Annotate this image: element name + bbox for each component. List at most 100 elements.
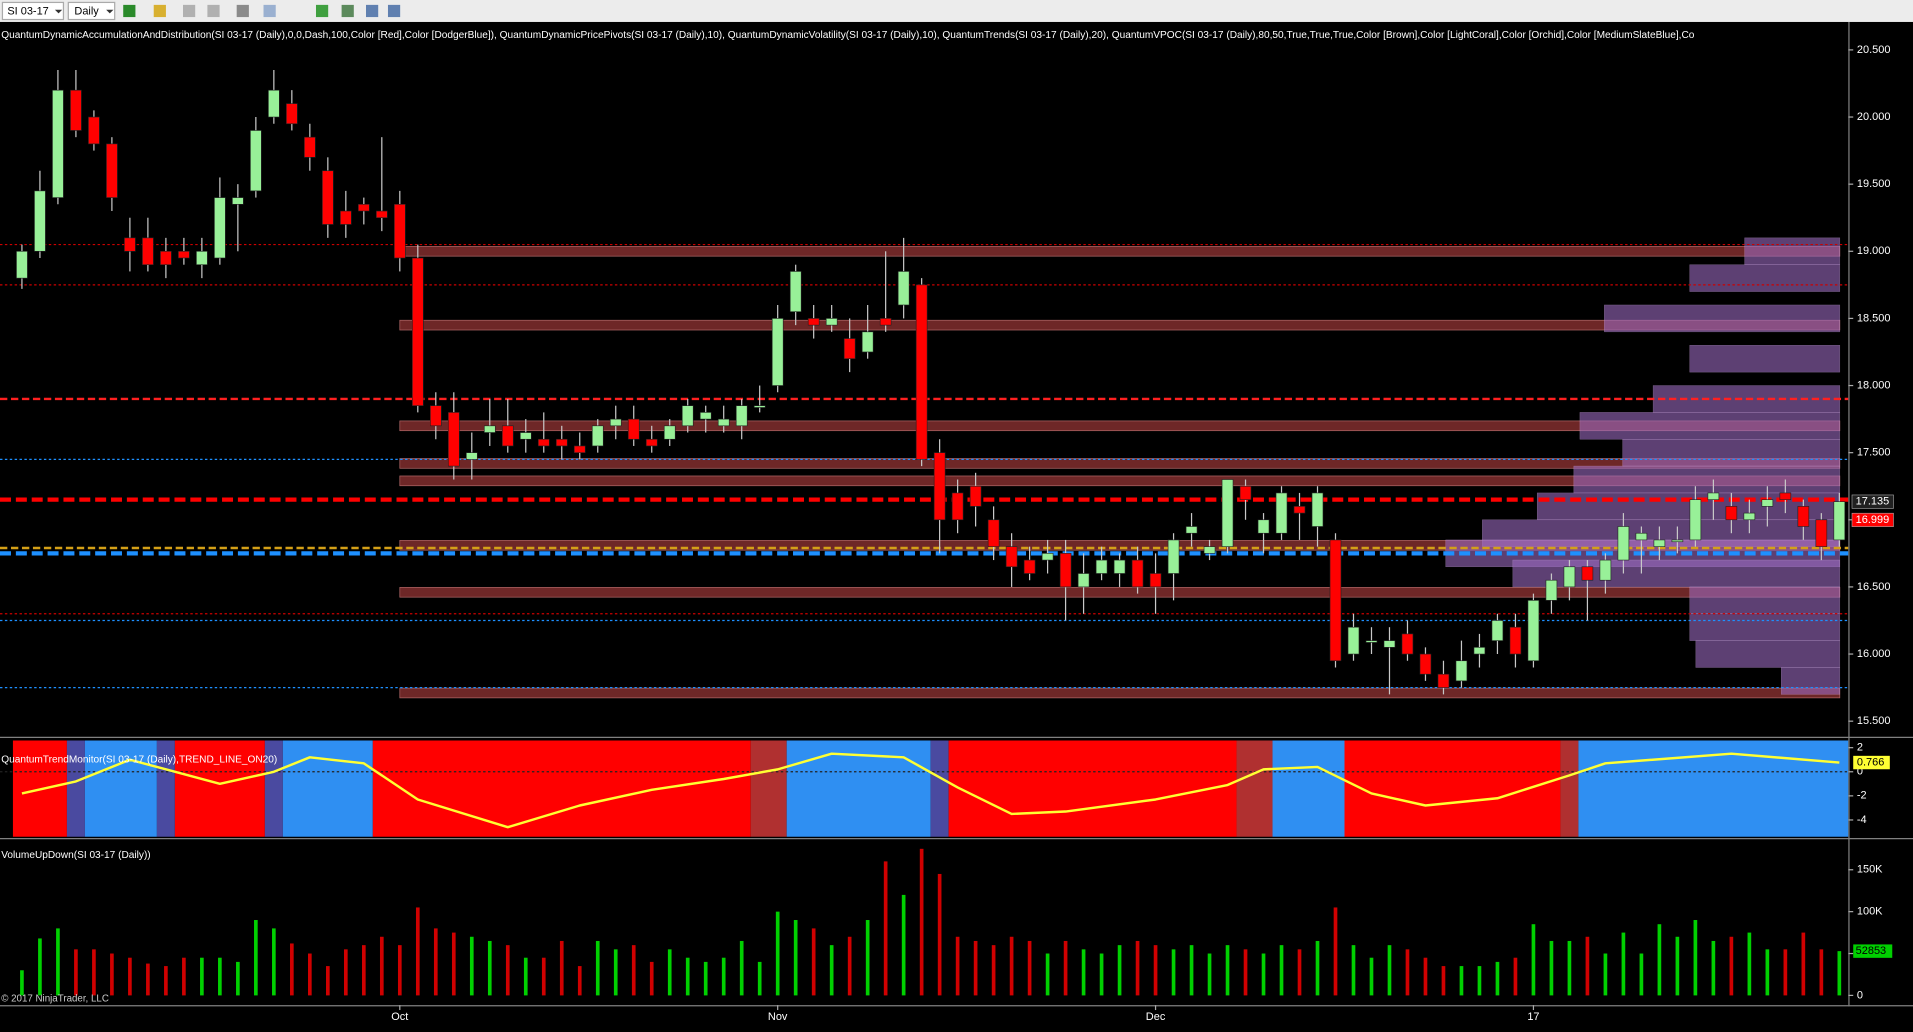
candle-body <box>1275 492 1288 534</box>
indicator-icon[interactable] <box>315 4 329 18</box>
candle-body <box>376 210 388 219</box>
volume-bar <box>613 949 618 996</box>
candle-body <box>555 438 568 447</box>
candle-body <box>430 405 442 427</box>
price-marker-box <box>1851 494 1894 509</box>
volume-bar <box>703 961 708 996</box>
last-volume-box <box>1853 944 1893 958</box>
period-select[interactable] <box>67 1 116 21</box>
volume-bar <box>146 963 150 996</box>
volume-bar <box>1027 940 1032 996</box>
volume-bar <box>1567 940 1572 996</box>
volume-bar <box>1801 932 1806 996</box>
search-icon[interactable] <box>263 4 276 18</box>
pivot-zone <box>399 246 1841 257</box>
zoom-icon[interactable] <box>183 4 196 18</box>
candle-body <box>699 412 712 420</box>
volume-bar <box>272 928 276 996</box>
candle-body <box>106 143 118 198</box>
volume-bar <box>1135 940 1140 996</box>
volume-bar <box>308 953 312 996</box>
properties-icon[interactable] <box>366 4 379 18</box>
volume-bar <box>1783 949 1788 996</box>
volume-bar <box>1657 924 1662 996</box>
volume-bar <box>451 932 456 996</box>
candle-body <box>861 331 874 353</box>
copyright: © 2017 NinjaTrader, LLC <box>1 994 109 1005</box>
candle-body <box>1365 640 1378 643</box>
volume-bar <box>1441 966 1446 996</box>
candle-body <box>1185 526 1198 534</box>
zoom-out-icon[interactable] <box>207 4 220 18</box>
volume-bar <box>559 940 564 996</box>
candle-body <box>879 318 892 326</box>
volume-bar <box>379 936 384 996</box>
last-value-label: 0.766 <box>1857 756 1884 768</box>
volume-bar <box>1297 949 1302 996</box>
candle-body <box>1545 579 1558 601</box>
volume-bar <box>56 928 60 996</box>
volume-bar <box>469 936 474 996</box>
y-tick-label: 15.500 <box>1857 715 1891 727</box>
volume-bar <box>20 970 24 996</box>
volume-bar <box>164 966 168 996</box>
volume-bar <box>631 945 636 996</box>
candle-body <box>196 250 208 266</box>
price-panel <box>0 70 1849 699</box>
candle-body <box>1077 573 1090 588</box>
candle-body <box>1239 485 1252 500</box>
candle-body <box>1599 559 1612 581</box>
trend-band <box>1560 740 1579 837</box>
candle-body <box>1671 539 1684 543</box>
data-box-icon[interactable] <box>387 4 401 18</box>
candle-body <box>304 136 316 158</box>
candle-body <box>1149 573 1162 588</box>
candle-body <box>1167 539 1180 574</box>
candle-body <box>771 318 784 386</box>
candle-body <box>1095 559 1108 574</box>
strategy-icon[interactable] <box>341 4 354 18</box>
volume-bar <box>523 957 528 996</box>
volume-bar <box>290 943 294 996</box>
trend-band <box>930 740 949 837</box>
candle-body <box>753 405 766 408</box>
trend-band <box>750 740 787 837</box>
candle-body <box>1779 492 1792 500</box>
instrument-select[interactable] <box>1 1 65 21</box>
y-tick-label: 19.000 <box>1857 245 1891 257</box>
axes: 20.500 20.000 19.500 19.000 18.500 18.000 17.5… <box>391 44 1894 1023</box>
candle-body <box>933 452 946 521</box>
candle-body <box>1635 532 1648 541</box>
volume-bar <box>1351 945 1356 996</box>
candle-body <box>843 338 856 359</box>
volume-bar <box>1045 953 1050 996</box>
period[interactable]: Daily <box>74 5 99 17</box>
volume-bar <box>1387 945 1392 996</box>
volume-profile-bar <box>1573 465 1841 494</box>
candle-body <box>1329 539 1342 662</box>
volume-bar <box>541 957 546 996</box>
chart-style-icon[interactable] <box>123 4 136 18</box>
draw-icon[interactable] <box>153 4 166 18</box>
volume-bar <box>1225 945 1230 996</box>
volume-bar <box>667 949 672 996</box>
volume-bar <box>775 911 780 996</box>
volume-bar <box>1063 940 1068 996</box>
candle-body <box>1833 501 1846 541</box>
candle-body <box>232 197 244 205</box>
trend-line <box>21 752 1840 829</box>
candle-body <box>537 438 550 447</box>
pointer-icon[interactable] <box>236 4 249 18</box>
volume-bar <box>1333 907 1338 996</box>
volume-bar <box>1513 957 1518 996</box>
last-value-box <box>1853 755 1890 770</box>
x-tick-label: 17 <box>1527 1011 1539 1023</box>
volume-bar <box>1495 961 1500 996</box>
volume-bar <box>793 920 798 996</box>
price-marker-label: 16.999 <box>1856 514 1890 526</box>
candle-body <box>483 425 496 433</box>
volume-bar <box>991 945 996 996</box>
instrument[interactable]: SI 03-17 <box>7 5 48 17</box>
volume-bar <box>649 961 654 996</box>
